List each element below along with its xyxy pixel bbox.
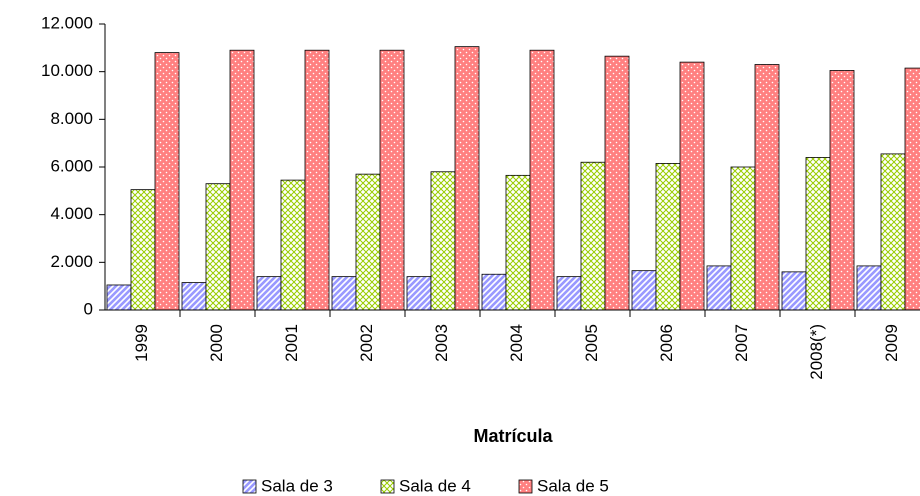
x-tick-label: 2006 bbox=[657, 324, 676, 362]
y-tick-label: 8.000 bbox=[50, 109, 93, 128]
y-tick-label: 4.000 bbox=[50, 204, 93, 223]
bar bbox=[181, 282, 207, 311]
legend-label: Sala de 3 bbox=[261, 476, 333, 495]
bar bbox=[130, 189, 156, 311]
x-axis-label: Matrícula bbox=[473, 426, 553, 446]
bar bbox=[406, 276, 432, 311]
bar bbox=[556, 276, 582, 311]
y-tick-label: 6.000 bbox=[50, 156, 93, 175]
bar bbox=[805, 157, 831, 311]
bar bbox=[604, 55, 630, 311]
bar bbox=[331, 276, 357, 311]
bar bbox=[856, 265, 882, 311]
bar bbox=[481, 273, 507, 311]
x-tick-label: 2004 bbox=[507, 324, 526, 362]
bar bbox=[379, 49, 405, 311]
x-tick-label: 2007 bbox=[732, 324, 751, 362]
bar bbox=[154, 52, 180, 311]
legend-swatch bbox=[380, 479, 395, 494]
bar bbox=[655, 163, 681, 311]
bar bbox=[679, 61, 705, 311]
bar bbox=[430, 171, 456, 311]
bar bbox=[754, 64, 780, 311]
bar bbox=[904, 67, 920, 311]
bar bbox=[355, 173, 381, 311]
x-tick-label: 2003 bbox=[432, 324, 451, 362]
x-tick-label: 1999 bbox=[132, 324, 151, 362]
x-tick-label: 2000 bbox=[207, 324, 226, 362]
legend-swatch bbox=[242, 479, 257, 494]
bar bbox=[229, 49, 255, 311]
x-tick-label: 2009 bbox=[882, 324, 901, 362]
bar bbox=[781, 271, 807, 311]
y-tick-label: 12.000 bbox=[41, 13, 93, 32]
x-tick-label: 2001 bbox=[282, 324, 301, 362]
bar bbox=[505, 174, 531, 311]
y-tick-label: 10.000 bbox=[41, 61, 93, 80]
bar bbox=[256, 276, 282, 311]
bar bbox=[106, 284, 132, 311]
legend-label: Sala de 4 bbox=[399, 476, 471, 495]
bar bbox=[454, 46, 480, 311]
bar bbox=[631, 270, 657, 311]
bar bbox=[205, 183, 231, 311]
bar bbox=[880, 153, 906, 311]
x-tick-label: 2002 bbox=[357, 324, 376, 362]
x-tick-label: 2005 bbox=[582, 324, 601, 362]
bar bbox=[730, 166, 756, 311]
bar bbox=[580, 161, 606, 311]
bar bbox=[829, 70, 855, 311]
x-tick-label: 2008(*) bbox=[807, 324, 826, 380]
bar bbox=[280, 179, 306, 311]
legend-swatch bbox=[518, 479, 533, 494]
bar bbox=[706, 265, 732, 311]
y-tick-label: 2.000 bbox=[50, 252, 93, 271]
y-tick-label: 0 bbox=[84, 299, 93, 318]
legend-label: Sala de 5 bbox=[537, 476, 609, 495]
bar bbox=[529, 49, 555, 311]
bar bbox=[304, 49, 330, 311]
